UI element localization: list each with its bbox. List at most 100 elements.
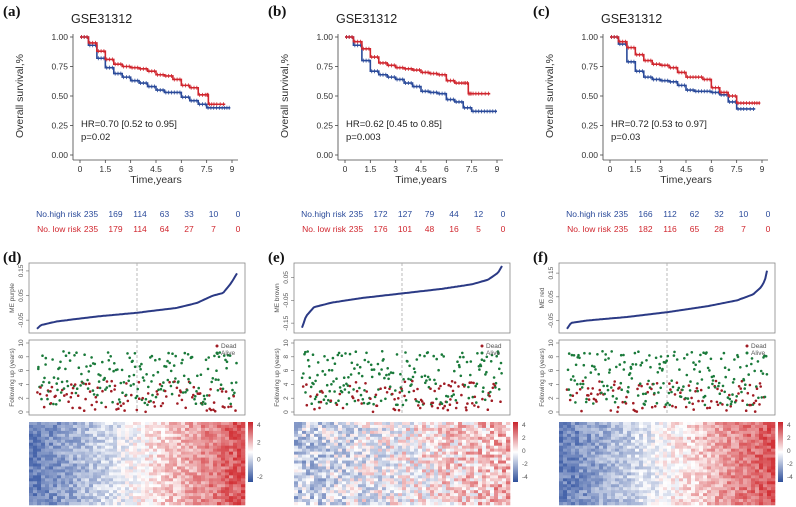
y-tick-label: 0.25 xyxy=(316,121,333,131)
heatmap-cell xyxy=(450,451,455,455)
heatmap-cell xyxy=(731,427,736,432)
heatmap-cell xyxy=(201,478,206,482)
heatmap-cell xyxy=(382,439,387,444)
alive-point xyxy=(667,391,671,395)
heatmap-cell xyxy=(494,475,499,479)
heatmap-cell xyxy=(153,502,158,506)
dead-point xyxy=(472,381,475,385)
heatmap-cell xyxy=(101,430,106,435)
heatmap-cell xyxy=(113,448,118,452)
heatmap-cell xyxy=(302,427,307,432)
heatmap-cell xyxy=(173,454,178,458)
heatmap-cell xyxy=(474,475,479,479)
heatmap-cell xyxy=(735,436,740,441)
heatmap-cell xyxy=(434,496,439,500)
heatmap-cell xyxy=(37,502,42,506)
heatmap-cell xyxy=(157,478,162,482)
heatmap-cell xyxy=(318,484,323,488)
heatmap-cell xyxy=(185,469,190,473)
heatmap-cell xyxy=(117,472,122,476)
alive-point xyxy=(577,353,580,357)
heatmap-cell xyxy=(490,422,495,426)
heatmap-cell xyxy=(141,493,146,497)
colorbar-tick-label: 0 xyxy=(522,448,526,455)
heatmap-cell xyxy=(213,430,218,435)
heatmap-cell xyxy=(330,460,335,464)
heatmap-cell xyxy=(330,451,335,455)
heatmap-cell xyxy=(37,481,42,485)
heatmap-cell xyxy=(322,422,327,426)
heatmap-cell xyxy=(57,469,62,473)
heatmap-cell xyxy=(342,484,347,488)
alive-point xyxy=(733,358,736,361)
heatmap-cell xyxy=(595,436,600,441)
heatmap-cell xyxy=(599,445,604,449)
dead-point xyxy=(477,405,480,409)
heatmap-cell xyxy=(237,445,242,449)
heatmap-cell xyxy=(458,487,463,491)
heatmap-cell xyxy=(699,422,704,426)
heatmap-cell xyxy=(390,478,395,482)
heatmap-cell xyxy=(378,496,383,500)
heatmap-cell xyxy=(454,493,459,497)
heatmap-cell xyxy=(334,422,339,426)
heatmap-cell xyxy=(69,460,74,464)
heatmap-cell xyxy=(502,427,507,432)
heatmap-cell xyxy=(229,427,234,432)
heatmap-cell xyxy=(197,496,202,500)
heatmap-cell xyxy=(583,433,588,438)
heatmap-cell xyxy=(498,469,503,473)
heatmap-cell xyxy=(133,442,138,447)
heatmap-cell xyxy=(422,427,427,432)
heatmap-cell xyxy=(185,472,190,476)
alive-point xyxy=(59,391,63,394)
heatmap-cell xyxy=(193,457,198,461)
dead-point xyxy=(448,403,452,407)
alive-point xyxy=(119,381,123,385)
heatmap-cell xyxy=(414,475,419,479)
heatmap-cell xyxy=(81,454,86,458)
heatmap-cell xyxy=(506,469,511,473)
heatmap-cell xyxy=(498,472,503,476)
heatmap-cell xyxy=(121,448,126,452)
heatmap-cell xyxy=(422,430,427,435)
heatmap-cell xyxy=(607,442,612,447)
heatmap-cell xyxy=(185,424,190,429)
heatmap-cell xyxy=(157,424,162,429)
heatmap-cell xyxy=(326,460,331,464)
heatmap-cell xyxy=(205,422,210,426)
heatmap-cell xyxy=(434,460,439,464)
heatmap-cell xyxy=(699,430,704,435)
heatmap-cell xyxy=(69,457,74,461)
heatmap-cell xyxy=(201,466,206,470)
heatmap-cell xyxy=(494,496,499,500)
heatmap-cell xyxy=(105,463,110,467)
heatmap-cell xyxy=(458,454,463,458)
alive-point xyxy=(723,366,727,370)
heatmap-cell xyxy=(591,442,596,447)
heatmap-cell xyxy=(378,445,383,449)
alive-point xyxy=(37,367,40,371)
dead-point xyxy=(758,382,762,385)
heatmap-cell xyxy=(213,445,218,449)
alive-point xyxy=(588,352,592,355)
heatmap-cell xyxy=(141,469,146,473)
heatmap-cell xyxy=(635,422,640,426)
heatmap-cell xyxy=(69,422,74,426)
heatmap-cell xyxy=(426,502,431,506)
heatmap-cell xyxy=(65,487,70,491)
heatmap-cell xyxy=(442,487,447,491)
heatmap-cell xyxy=(209,472,214,476)
heatmap-cell xyxy=(81,475,86,479)
heatmap-cell xyxy=(37,448,42,452)
heatmap-cell xyxy=(334,481,339,485)
alive-point xyxy=(576,382,579,386)
heatmap-cell xyxy=(755,422,760,426)
heatmap-cell xyxy=(454,487,459,491)
heatmap-cell xyxy=(458,433,463,438)
heatmap-cell xyxy=(185,442,190,447)
heatmap-cell xyxy=(398,493,403,497)
alive-point xyxy=(211,377,215,380)
heatmap-cell xyxy=(410,424,415,429)
alive-point xyxy=(187,377,190,381)
